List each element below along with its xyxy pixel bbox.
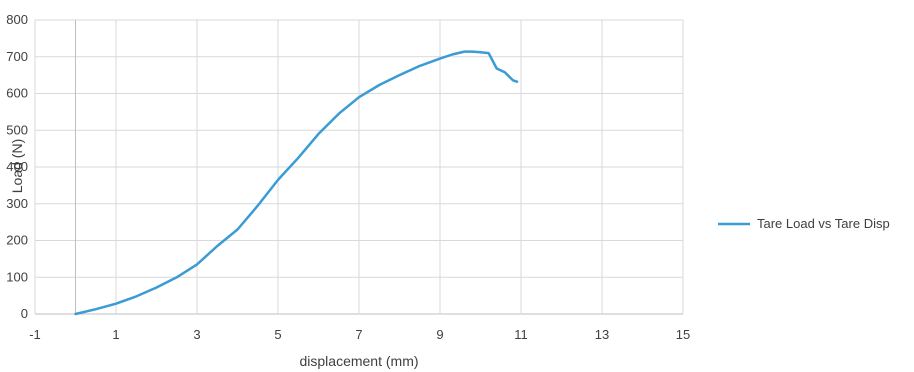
legend-label: Tare Load vs Tare Disp [757, 216, 890, 231]
x-tick-label: 5 [274, 327, 281, 342]
x-tick-label: 15 [676, 327, 690, 342]
x-tick-label: 13 [595, 327, 609, 342]
y-tick-label: 100 [6, 269, 28, 284]
y-tick-label: 0 [21, 306, 28, 321]
y-tick-label: 600 [6, 86, 28, 101]
y-tick-label: 400 [6, 159, 28, 174]
y-tick-label: 800 [6, 12, 28, 27]
x-tick-label: 9 [436, 327, 443, 342]
gridlines [34, 19, 684, 315]
y-tick-label: 500 [6, 122, 28, 137]
x-axis-title: displacement (mm) [299, 353, 418, 369]
y-tick-label: 200 [6, 233, 28, 248]
x-tick-label: 7 [355, 327, 362, 342]
x-tick-label: 11 [514, 327, 528, 342]
x-tick-label: -1 [29, 327, 41, 342]
x-tick-label: 3 [193, 327, 200, 342]
y-tick-label: 300 [6, 196, 28, 211]
x-axis-ticks: -1 1 3 5 7 9 11 13 15 [29, 327, 690, 342]
y-axis-ticks: 0 100 200 300 400 500 600 700 800 [6, 12, 28, 321]
x-tick-label: 1 [112, 327, 119, 342]
legend: Tare Load vs Tare Disp [718, 216, 890, 231]
y-tick-label: 700 [6, 49, 28, 64]
series-group [74, 50, 519, 316]
series-line-0 [74, 50, 519, 316]
y-axis-title: Load (N) [9, 139, 25, 193]
